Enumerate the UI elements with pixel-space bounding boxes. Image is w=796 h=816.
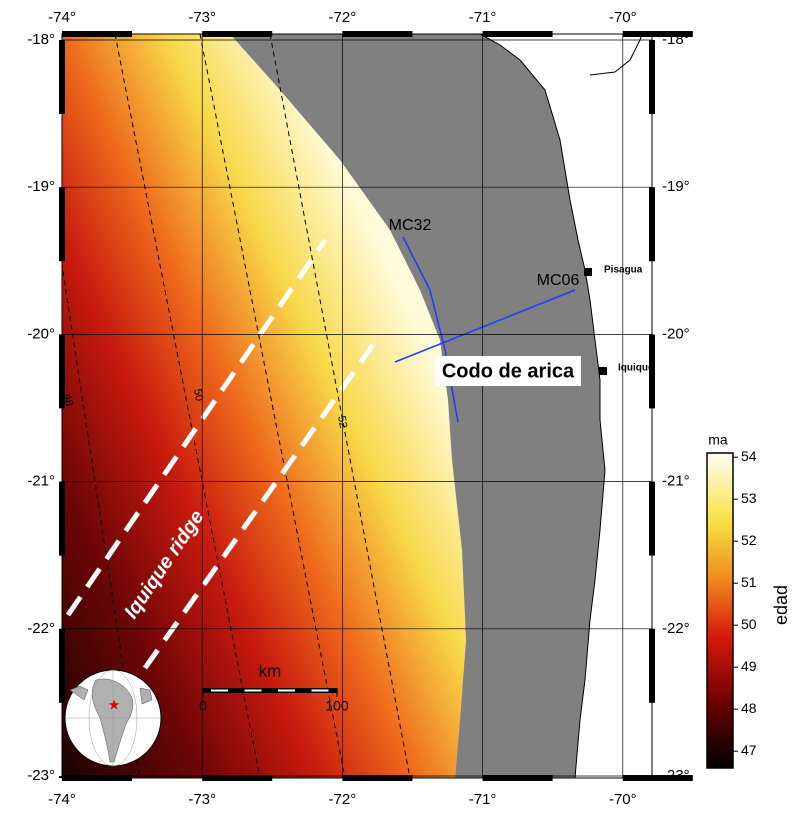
isochron-label: 50 [191,388,205,402]
feature-label: Codo de arica [442,360,575,382]
lat-tick-label: -20° [27,325,55,342]
profile-label: MC32 [389,217,432,234]
colorbar-title: edad [771,585,791,625]
map-body [40,34,642,778]
lon-tick-label: -71° [469,791,497,808]
frame-bar [202,775,272,781]
lon-tick-label: -73° [188,791,216,808]
scale-tick-label: 100 [325,698,349,714]
lat-tick-label: -19° [27,178,55,195]
frame-bar [59,629,65,703]
place-label: Iquique [618,363,654,374]
frame-bar [483,31,553,37]
scale-unit: km [259,661,282,680]
frame-bar [62,775,132,781]
frame-bar [59,776,65,778]
location-star: ★ [108,697,121,713]
frame-bar [483,775,553,781]
lon-tick-label: -70° [609,9,637,26]
frame-bar [649,776,655,778]
lon-tick-label: -73° [188,9,216,26]
colorbar-unit: ma [708,432,728,448]
frame-bar [342,31,412,37]
colorbar-tick-label: 52 [741,532,757,548]
scale-bar-segment [245,690,262,692]
lat-tick-label: -23° [27,767,55,784]
place-marker [584,268,592,276]
globe-inset: ★ [65,670,161,766]
scale-tick-label: 0 [199,698,207,714]
isochron-label: 48 [61,393,75,407]
lat-tick-label: -18° [27,31,55,48]
lat-tick-label: -22° [27,620,55,637]
lon-tick-label: -74° [48,9,76,26]
profile-label: MC06 [537,272,580,289]
colorbar-tick-label: 47 [741,742,757,758]
place-marker [599,367,607,375]
colorbar-scale [707,453,733,768]
lat-tick-label: -21° [662,473,690,490]
lat-tick-label: -18° [662,31,690,48]
isochron-label: 52 [335,415,349,429]
frame-bar [342,775,412,781]
scale-bar-segment [211,690,228,692]
frame-bar [59,482,65,556]
colorbar-tick-label: 48 [741,700,757,716]
scale-bar-segment [278,690,295,692]
lon-tick-label: -71° [469,9,497,26]
frame-bar [62,31,132,37]
scale-bar-segment [312,690,329,692]
frame-bar [59,187,65,261]
frame-bar [59,40,65,114]
lat-tick-label: -21° [27,473,55,490]
frame-bar [202,31,272,37]
colorbar: ma edad 47 48 49 50 51 52 53 54 [707,432,791,768]
map-figure: 48 50 52 MC32 MC06 Pisagua Iquique Codo … [0,0,796,811]
colorbar-tick-label: 54 [741,448,757,464]
frame-bar [649,482,655,556]
colorbar-tick-label: 50 [741,616,757,632]
lon-tick-label: -70° [609,791,637,808]
colorbar-tick-label: 49 [741,658,757,674]
lat-tick-label: -22° [662,620,690,637]
frame-bar [649,40,655,114]
lon-tick-label: -72° [329,9,357,26]
place-label: Pisagua [604,265,643,276]
colorbar-tick-label: 51 [741,574,757,590]
lon-tick-label: -74° [48,791,76,808]
frame-bar [649,629,655,703]
lon-tick-label: -72° [329,791,357,808]
lat-tick-label: -20° [662,325,690,342]
lat-tick-label: -19° [662,178,690,195]
colorbar-tick-label: 53 [741,490,757,506]
lat-tick-label: -23° [662,767,690,784]
frame-bar [649,187,655,261]
